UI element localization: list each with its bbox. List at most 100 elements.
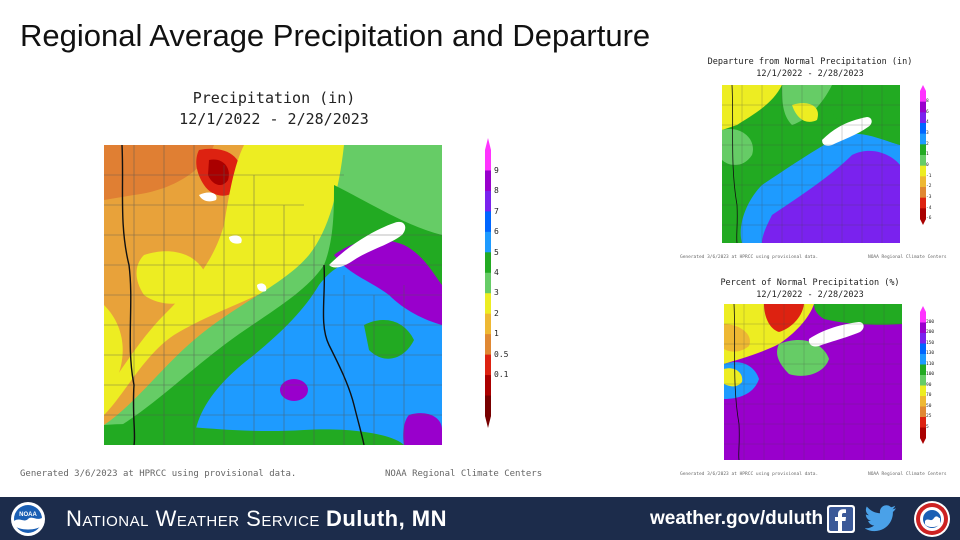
departure-map-colorbar-label: 1 [926, 152, 929, 158]
departure-map-colorbar-segment [920, 144, 926, 156]
departure-map-colorbar-label: 3 [926, 130, 929, 136]
main-map-colorbar-segment [485, 375, 491, 397]
departure-map-colorbar-segment [920, 133, 926, 145]
percent-map-colorbar-segment [920, 312, 926, 323]
percent-map-colorbar-segment [920, 354, 926, 365]
percent-map-colorbar-top-arrow [920, 306, 926, 312]
departure-map [722, 85, 900, 243]
percent-map-colorbar-segment [920, 396, 926, 407]
departure-map-graphic [722, 85, 900, 243]
main-map-colorbar-segment [485, 190, 491, 212]
main-map-colorbar-segment [485, 252, 491, 274]
departure-map-colorbar-bottom-arrow [920, 219, 926, 225]
main-map-colorbar-label: 1 [494, 329, 499, 339]
departure-map-colorbar-label: 8 [926, 98, 929, 104]
percent-map-colorbar-label: 25 [926, 414, 932, 420]
agency-name: National Weather Service Duluth, MN [66, 506, 447, 532]
main-precip-map-graphic [104, 145, 442, 445]
departure-map-credit: NOAA Regional Climate Centers [868, 255, 947, 260]
website-link[interactable]: weather.gov/duluth [650, 508, 824, 529]
main-map-colorbar-segment [485, 293, 491, 315]
main-map-colorbar-segment [485, 354, 491, 376]
main-precip-map [104, 145, 442, 445]
main-map-colorbar-segment [485, 150, 491, 171]
main-map-colorbar-segment [485, 231, 491, 253]
agency-prefix: National Weather Service [66, 506, 320, 531]
percent-map-colorbar-label: 100 [926, 372, 935, 378]
main-map-colorbar-segment [485, 170, 491, 192]
departure-map-colorbar-label: 4 [926, 120, 929, 126]
slide-title: Regional Average Precipitation and Depar… [20, 18, 651, 53]
percent-map-colorbar-segment [920, 385, 926, 397]
main-map-colorbar-segment [485, 313, 491, 335]
percent-map-colorbar-bottom-arrow [920, 438, 926, 444]
departure-map-colorbar [920, 85, 926, 225]
departure-map-colorbar-segment [920, 91, 926, 103]
percent-map-colorbar-segment [920, 427, 926, 439]
main-map-header: Precipitation (in) 12/1/2022 - 2/28/2023 [104, 88, 444, 130]
percent-map-colorbar-segment [920, 375, 926, 386]
percent-map-colorbar-segment [920, 364, 926, 376]
departure-map-colorbar-segment [920, 123, 926, 135]
main-map-title: Precipitation (in) [192, 89, 356, 107]
main-map-colorbar-label: 0.1 [494, 370, 509, 380]
departure-map-colorbar-segment [920, 101, 926, 113]
percent-map-header: Percent of Normal Precipitation (%) 12/1… [700, 277, 920, 301]
percent-map-colorbar-segment [920, 406, 926, 418]
percent-map-title: Percent of Normal Precipitation (%) [720, 278, 900, 288]
agency-office: Duluth, MN [325, 506, 448, 531]
main-map-colorbar-top-arrow [485, 138, 491, 150]
departure-map-colorbar-segment [920, 155, 926, 167]
main-map-colorbar-label: 6 [494, 227, 499, 237]
percent-map-colorbar-label: 50 [926, 403, 932, 409]
departure-map-colorbar-segment [920, 165, 926, 177]
departure-map-generated-note: Generated 3/6/2023 at HPRCC using provis… [680, 255, 819, 260]
percent-map-colorbar-label: 70 [926, 393, 932, 399]
percent-map-credit: NOAA Regional Climate Centers [868, 472, 947, 477]
main-map-colorbar-segment [485, 395, 491, 417]
departure-map-colorbar-label: 6 [926, 109, 929, 115]
percent-map-colorbar [920, 306, 926, 444]
departure-map-colorbar-segment [920, 187, 926, 199]
departure-map-colorbar-label: -3 [926, 194, 932, 200]
percent-map-colorbar-segment [920, 417, 926, 428]
noaa-logo-icon[interactable]: NOAA [10, 501, 46, 537]
percent-map-generated-note: Generated 3/6/2023 at HPRCC using provis… [680, 472, 819, 477]
percent-map-colorbar-segment [920, 333, 926, 344]
percent-map-colorbar-label: 200 [926, 319, 935, 325]
percent-map-colorbar-label: 150 [926, 340, 935, 346]
main-map-colorbar-segment [485, 334, 491, 356]
percent-map-graphic [724, 304, 902, 460]
main-map-generated-note: Generated 3/6/2023 at HPRCC using provis… [20, 469, 297, 479]
departure-map-colorbar-top-arrow [920, 85, 926, 91]
departure-map-colorbar-label: 2 [926, 141, 929, 147]
departure-map-colorbar-label: -4 [926, 205, 932, 211]
departure-map-title: Departure from Normal Precipitation (in) [707, 57, 913, 67]
main-map-colorbar-label: 0.5 [494, 349, 509, 359]
nws-logo-icon[interactable] [913, 500, 951, 538]
main-map-credit: NOAA Regional Climate Centers [385, 469, 543, 479]
percent-map-colorbar-label: 5 [926, 424, 929, 430]
percent-map-colorbar-label: 200 [926, 330, 935, 336]
facebook-icon[interactable] [827, 505, 855, 533]
main-map-colorbar-segment [485, 272, 491, 294]
departure-map-date-range: 12/1/2022 - 2/28/2023 [756, 69, 864, 79]
main-map-colorbar-bottom-arrow [485, 416, 491, 428]
main-map-colorbar-segment [485, 211, 491, 233]
percent-map-date-range: 12/1/2022 - 2/28/2023 [756, 290, 864, 300]
percent-map-colorbar-label: 110 [926, 361, 935, 367]
percent-map-colorbar-label: 130 [926, 351, 935, 357]
departure-map-colorbar-label: -6 [926, 216, 932, 222]
main-map-colorbar-label: 7 [494, 206, 499, 216]
footer-bar: NOAA National Weather Service Duluth, MN … [0, 497, 960, 540]
departure-map-colorbar-segment [920, 176, 926, 188]
departure-map-colorbar-label: 0 [926, 162, 929, 168]
main-map-colorbar-label: 9 [494, 165, 499, 175]
departure-map-header: Departure from Normal Precipitation (in)… [700, 56, 920, 80]
main-map-colorbar-label: 5 [494, 247, 499, 257]
percent-map-colorbar-segment [920, 343, 926, 355]
noaa-logo-text: NOAA [19, 512, 37, 518]
departure-map-colorbar-label: -2 [926, 184, 932, 190]
percent-map [724, 304, 902, 460]
twitter-icon[interactable] [865, 505, 897, 533]
